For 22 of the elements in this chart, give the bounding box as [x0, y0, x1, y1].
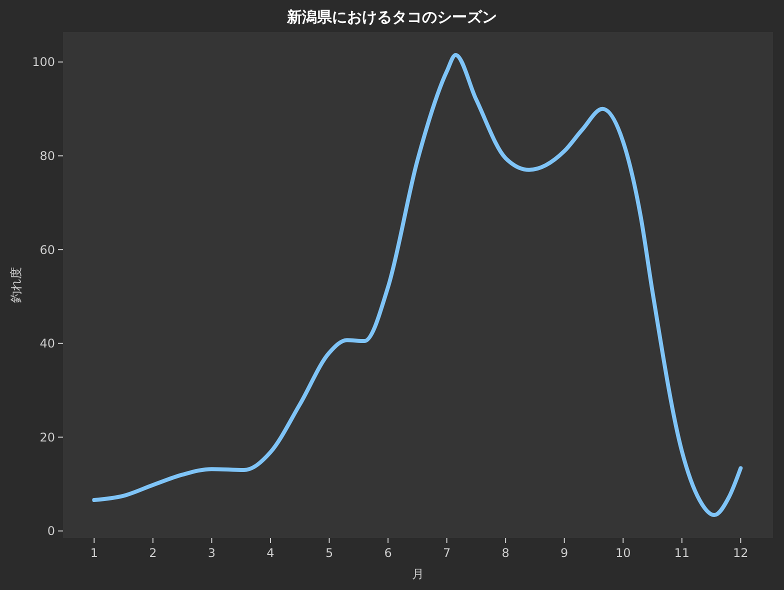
x-tick-label: 2 [149, 546, 157, 560]
x-tick-label: 12 [733, 546, 748, 560]
y-tick-label: 40 [40, 336, 55, 351]
x-tick-label: 8 [502, 546, 510, 560]
y-tick-label: 0 [47, 524, 55, 538]
x-tick-label: 7 [442, 546, 451, 560]
y-tick-label: 20 [40, 430, 55, 444]
x-tick-label: 1 [90, 546, 98, 560]
x-tick-label: 11 [674, 546, 690, 560]
line-series [92, 52, 743, 518]
x-tick-label: 5 [325, 546, 334, 560]
y-axis-title: 釣れ度 [9, 267, 23, 303]
x-tick-label: 6 [384, 546, 392, 560]
x-tick-label: 10 [615, 546, 631, 560]
y-tick-label: 60 [40, 242, 55, 257]
chart-title: 新潟県におけるタコのシーズン [286, 8, 497, 26]
x-axis-title: 月 [412, 567, 424, 581]
y-tick-label: 80 [40, 149, 55, 164]
x-tick-label: 4 [266, 546, 274, 560]
x-tick-label: 3 [208, 546, 216, 560]
y-tick-label: 100 [32, 55, 55, 70]
x-tick-label: 9 [560, 546, 568, 560]
